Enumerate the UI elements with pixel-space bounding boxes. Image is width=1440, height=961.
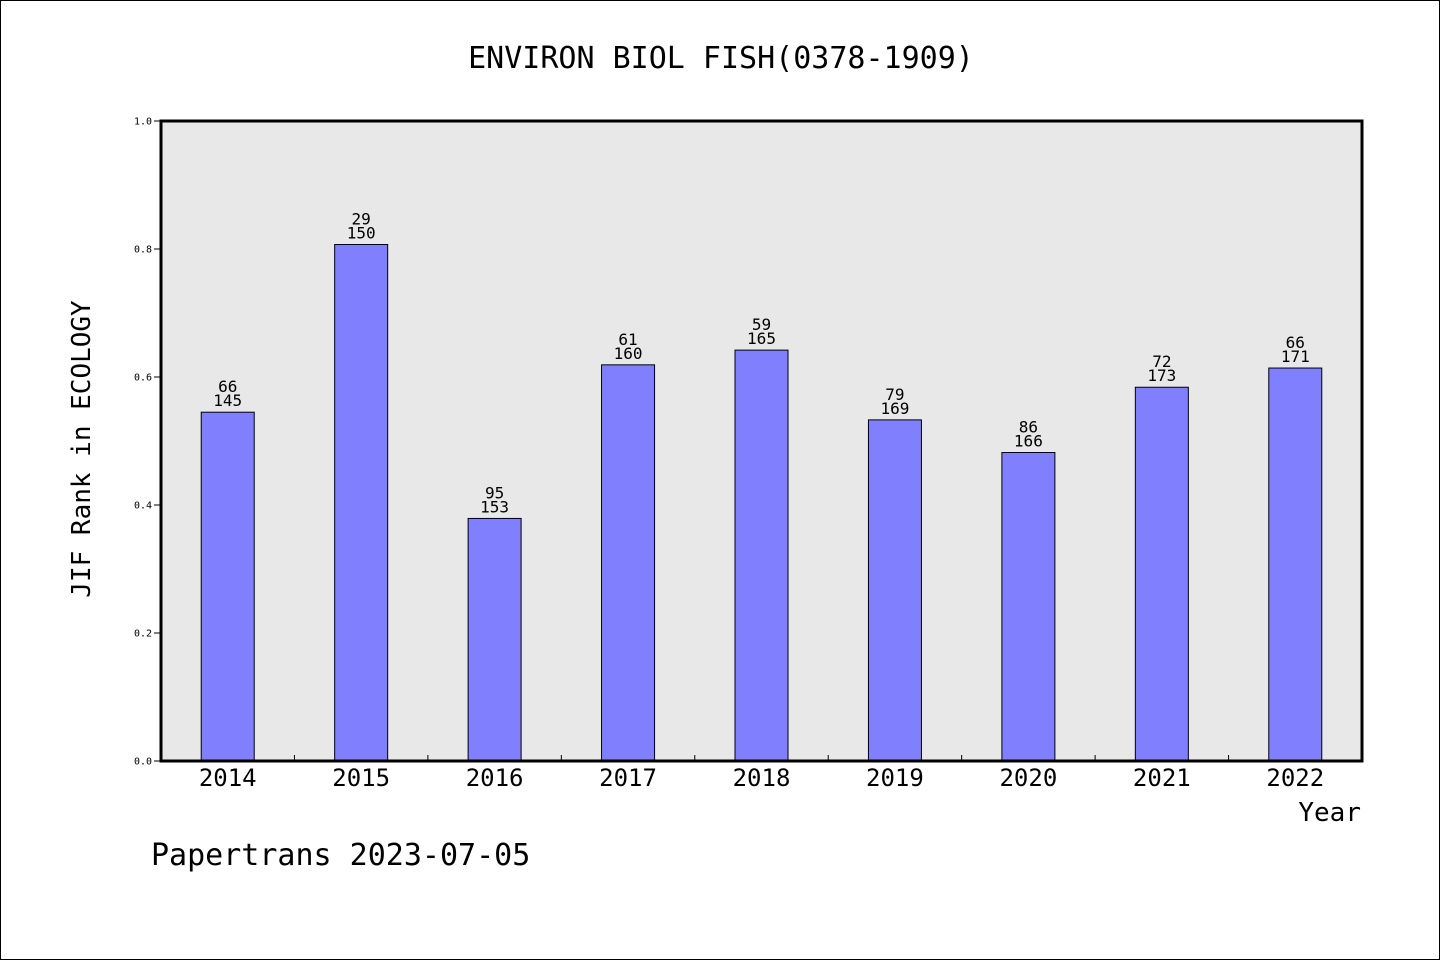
rank-label: 59	[752, 315, 771, 334]
y-tick-label: 1.0	[134, 117, 152, 128]
x-tick-label: 2015	[332, 764, 390, 792]
bar	[1268, 367, 1323, 762]
rank-label: 86	[1019, 418, 1038, 437]
footer-watermark: Papertrans 2023-07-05	[151, 838, 530, 873]
rank-label: 95	[485, 483, 504, 502]
rank-label: 66	[1286, 333, 1305, 352]
bar	[601, 364, 656, 762]
x-tick-label: 2016	[466, 764, 524, 792]
bar	[867, 419, 922, 762]
rank-label: 66	[218, 377, 237, 396]
x-tick-label: 2020	[999, 764, 1057, 792]
rank-label: 79	[885, 385, 904, 404]
y-tick-label: 0.0	[134, 757, 152, 768]
bar	[1134, 386, 1189, 762]
x-tick-label: 2014	[199, 764, 257, 792]
rank-label: 72	[1152, 352, 1171, 371]
total-label: 165	[747, 329, 776, 348]
total-label: 160	[614, 344, 643, 363]
total-label: 171	[1281, 347, 1310, 366]
y-tick-label: 0.2	[134, 629, 152, 640]
total-label: 145	[213, 391, 242, 410]
x-tick-label: 2017	[599, 764, 657, 792]
chart-title: ENVIRON BIOL FISH(0378-1909)	[468, 41, 974, 76]
x-tick-label: 2019	[866, 764, 924, 792]
bars	[200, 244, 1323, 762]
y-tick-label: 0.4	[134, 501, 152, 512]
total-label: 166	[1014, 432, 1043, 451]
plot-border	[159, 119, 1364, 763]
total-label: 173	[1147, 366, 1176, 385]
total-label: 153	[480, 497, 509, 516]
x-tick-label: 2018	[733, 764, 791, 792]
total-label: 169	[880, 399, 909, 418]
bar	[200, 411, 255, 762]
y-axis-label: JIF Rank in ECOLOGY	[67, 300, 97, 598]
bar	[334, 244, 389, 762]
bar	[1001, 452, 1056, 762]
x-tick-label: 2022	[1266, 764, 1324, 792]
bar	[734, 349, 789, 762]
rank-label: 29	[352, 210, 371, 229]
y-ticks: 0.0 0.2 0.4 0.6 0.8 1.0	[134, 117, 161, 768]
y-tick-label: 0.6	[134, 373, 152, 384]
data-labels: 6614529150951536116059165791698616672173…	[213, 210, 1309, 517]
total-label: 150	[347, 224, 376, 243]
x-axis-label: Year	[1298, 798, 1361, 828]
y-tick-label: 0.8	[134, 245, 152, 256]
x-tick-label: 2021	[1133, 764, 1191, 792]
rank-label: 61	[618, 330, 637, 349]
bar	[467, 517, 522, 762]
x-ticks: 2014 2015 2016 2017 2018 2019 2020 2021 2022	[199, 755, 1324, 792]
